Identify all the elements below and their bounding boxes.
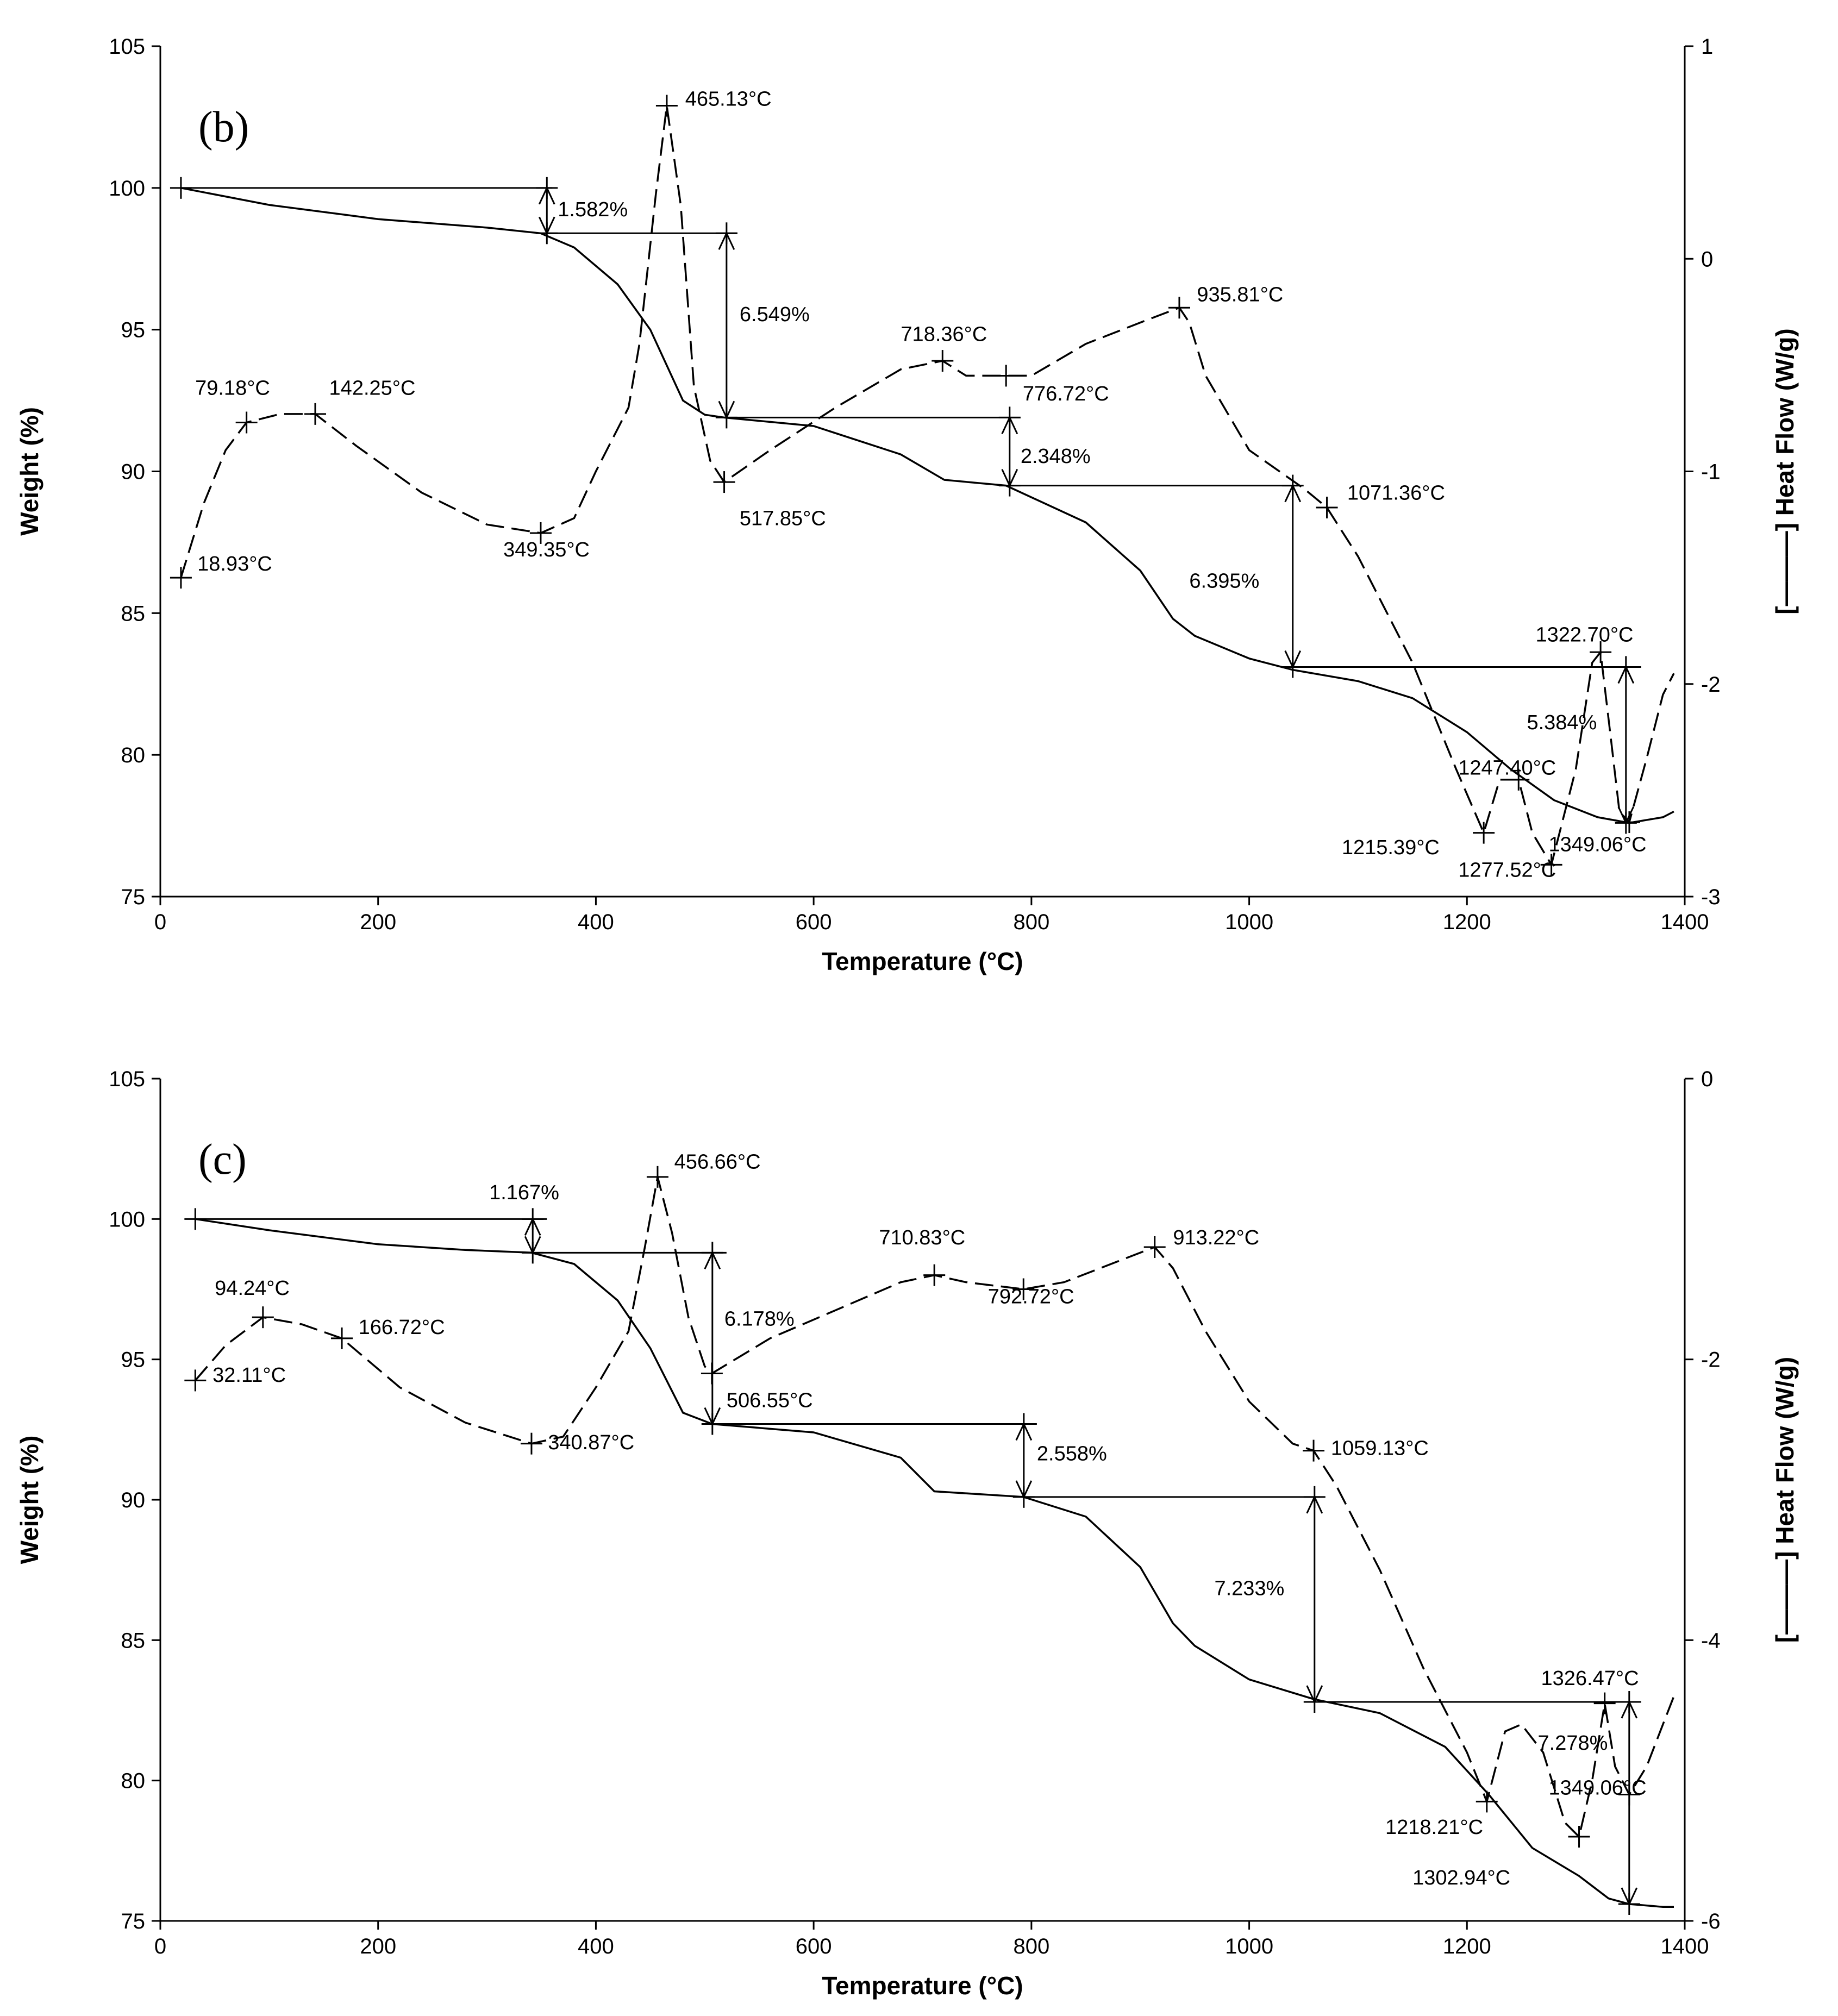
annotation-label: 710.83°C — [879, 1226, 965, 1249]
annotation-label: 94.24°C — [215, 1277, 290, 1300]
chart-panel-b: 0 200 400 600 800 1000 1200 1400758085909510010… — [15, 35, 1799, 975]
annotation-label: 718.36°C — [901, 323, 987, 346]
weight-curve — [180, 187, 1674, 824]
x-tick-label: 800 — [1013, 1934, 1049, 1958]
y-tick-label: 85 — [121, 602, 146, 625]
y2-tick-label: -3 — [1701, 885, 1721, 909]
y-tick-label: 95 — [121, 318, 146, 342]
annotation-label: 32.11°C — [212, 1364, 286, 1387]
x-axis-title: Temperature (°C) — [822, 1971, 1023, 2000]
annotation-label: 935.81°C — [1197, 284, 1283, 306]
annotation-label: 340.87°C — [548, 1431, 634, 1454]
annotation-label: 166.72°C — [359, 1316, 445, 1339]
x-tick-label: 400 — [578, 910, 614, 934]
y-tick-label: 85 — [121, 1629, 146, 1652]
annotation-label: 7.278% — [1538, 1732, 1608, 1755]
x-tick-label: 0 — [154, 1934, 166, 1958]
annotation-label: 2.348% — [1021, 445, 1091, 468]
x-tick-label: 1000 — [1225, 910, 1273, 934]
y2-tick-label: -2 — [1701, 1348, 1721, 1372]
annotation-label: 349.35°C — [503, 539, 590, 561]
y-tick-label: 75 — [121, 885, 146, 909]
annotation-label: 1.167% — [489, 1181, 559, 1204]
y-axis-title: Weight (%) — [15, 1436, 43, 1564]
annotation-label: 517.85°C — [740, 508, 826, 530]
x-tick-label: 200 — [360, 910, 396, 934]
annotation-label: 1349.06°C — [1549, 1777, 1647, 1800]
annotation-label: 792.72°C — [988, 1285, 1074, 1308]
y-tick-label: 80 — [121, 1769, 146, 1793]
annotation-label: 1326.47°C — [1541, 1667, 1639, 1690]
annotation-label: 1071.36°C — [1347, 482, 1445, 505]
y-tick-label: 75 — [121, 1909, 146, 1933]
y2-axis-title: [———] Heat Flow (W/g) — [1771, 1357, 1799, 1643]
y-tick-label: 100 — [109, 177, 145, 201]
y-tick-label: 100 — [109, 1207, 145, 1231]
annotation-label: 6.549% — [740, 303, 810, 326]
y2-tick-label: -6 — [1701, 1909, 1721, 1933]
annotation-label: 465.13°C — [685, 88, 772, 111]
annotation-label: 776.72°C — [1023, 383, 1109, 405]
y-tick-label: 90 — [121, 1488, 146, 1512]
y2-tick-label: 0 — [1701, 1067, 1713, 1091]
y2-axis-title: [———] Heat Flow (W/g) — [1771, 328, 1799, 614]
weight-curve — [195, 1218, 1674, 1908]
chart-panel-c: 0 200 400 600 800 1000 1200 1400 75 80 85 90 95 100 10… — [15, 1067, 1799, 2000]
annotation-label: 6.395% — [1189, 569, 1259, 592]
x-tick-label: 1200 — [1443, 910, 1491, 934]
x-tick-label: 0 — [154, 910, 166, 934]
annotation-label: 18.93°C — [197, 553, 272, 575]
annotation-label: 1059.13°C — [1331, 1437, 1429, 1460]
y2-tick-label: -1 — [1701, 460, 1721, 484]
x-tick-label: 200 — [360, 1934, 396, 1958]
annotation-label: 913.22°C — [1173, 1226, 1259, 1249]
y2-tick-label: 0 — [1701, 247, 1713, 271]
heat-flow-curve — [194, 1176, 1675, 1839]
annotation-label: 5.384% — [1527, 711, 1597, 734]
annotation-label: 6.178% — [724, 1308, 795, 1331]
annotation-label: 79.18°C — [195, 377, 270, 400]
heat-flow-curve — [180, 105, 1675, 867]
annotation-label: 1302.94°C — [1412, 1867, 1510, 1889]
y2-tick-label: 1 — [1701, 35, 1713, 59]
annotation-label: 1247.40°C — [1458, 757, 1556, 780]
annotation-label: 506.55°C — [727, 1389, 813, 1412]
annotation-label: 456.66°C — [674, 1150, 761, 1173]
panel-label: (b) — [198, 103, 249, 151]
x-tick-label: 1000 — [1225, 1934, 1273, 1958]
annotation-label: 1277.52°C — [1458, 859, 1556, 881]
y-tick-label: 105 — [109, 35, 145, 59]
x-tick-label: 600 — [796, 910, 832, 934]
y-axis-title: Weight (%) — [15, 407, 43, 536]
annotation-label: 1.582% — [558, 198, 628, 221]
x-tick-label: 600 — [796, 1934, 832, 1958]
annotation-label: 2.558% — [1037, 1443, 1107, 1466]
annotation-label: 1349.06°C — [1549, 834, 1647, 856]
annotation-label: 1218.21°C — [1385, 1816, 1483, 1839]
y-tick-label: 90 — [121, 460, 146, 484]
x-tick-label: 1400 — [1661, 1934, 1709, 1958]
annotation-label: 1215.39°C — [1342, 836, 1440, 859]
x-tick-label: 400 — [578, 1934, 614, 1958]
panel-label: (c) — [198, 1136, 247, 1184]
y-tick-label: 105 — [109, 1067, 145, 1091]
annotation-label: 142.25°C — [329, 377, 416, 400]
y-tick-label: 95 — [121, 1348, 146, 1372]
x-tick-label: 1400 — [1661, 910, 1709, 934]
x-axis-title: Temperature (°C) — [822, 947, 1023, 975]
y-tick-label: 80 — [121, 743, 146, 767]
y2-tick-label: -2 — [1701, 673, 1721, 697]
x-tick-label: 1200 — [1443, 1934, 1491, 1958]
y2-tick-label: -4 — [1701, 1629, 1721, 1652]
x-tick-label: 800 — [1013, 910, 1049, 934]
annotation-label: 1322.70°C — [1536, 624, 1634, 647]
annotation-label: 7.233% — [1214, 1577, 1284, 1600]
